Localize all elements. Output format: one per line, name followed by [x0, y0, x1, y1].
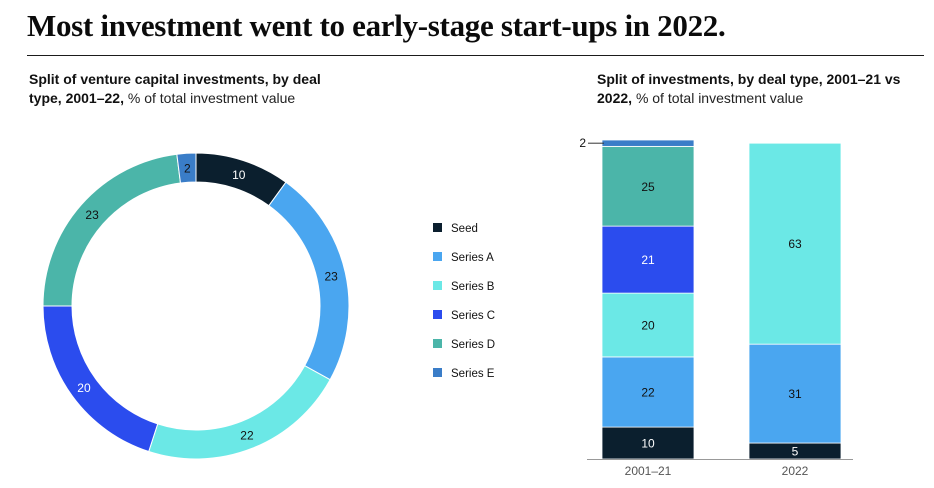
bar-label-2022-series-b: 63	[788, 237, 802, 251]
bar-label-2001-21-series-b: 20	[641, 319, 655, 333]
x-tick-label-2022: 2022	[782, 464, 809, 478]
bar-label-2001-21-series-d: 25	[641, 180, 655, 194]
bar-label-2001-21-series-c: 21	[641, 253, 655, 267]
bar-label-2022-seed: 5	[792, 445, 799, 459]
bar-label-2001-21-seed: 10	[641, 437, 655, 451]
x-tick-label-2001-21: 2001–21	[625, 464, 672, 478]
bar-label-2022-series-a: 31	[788, 387, 802, 401]
bar-label-2001-21-series-a: 22	[641, 386, 655, 400]
bar-callout-label-series-e: 2	[579, 136, 586, 150]
bar-segment-2001-21-series-e	[602, 140, 694, 146]
